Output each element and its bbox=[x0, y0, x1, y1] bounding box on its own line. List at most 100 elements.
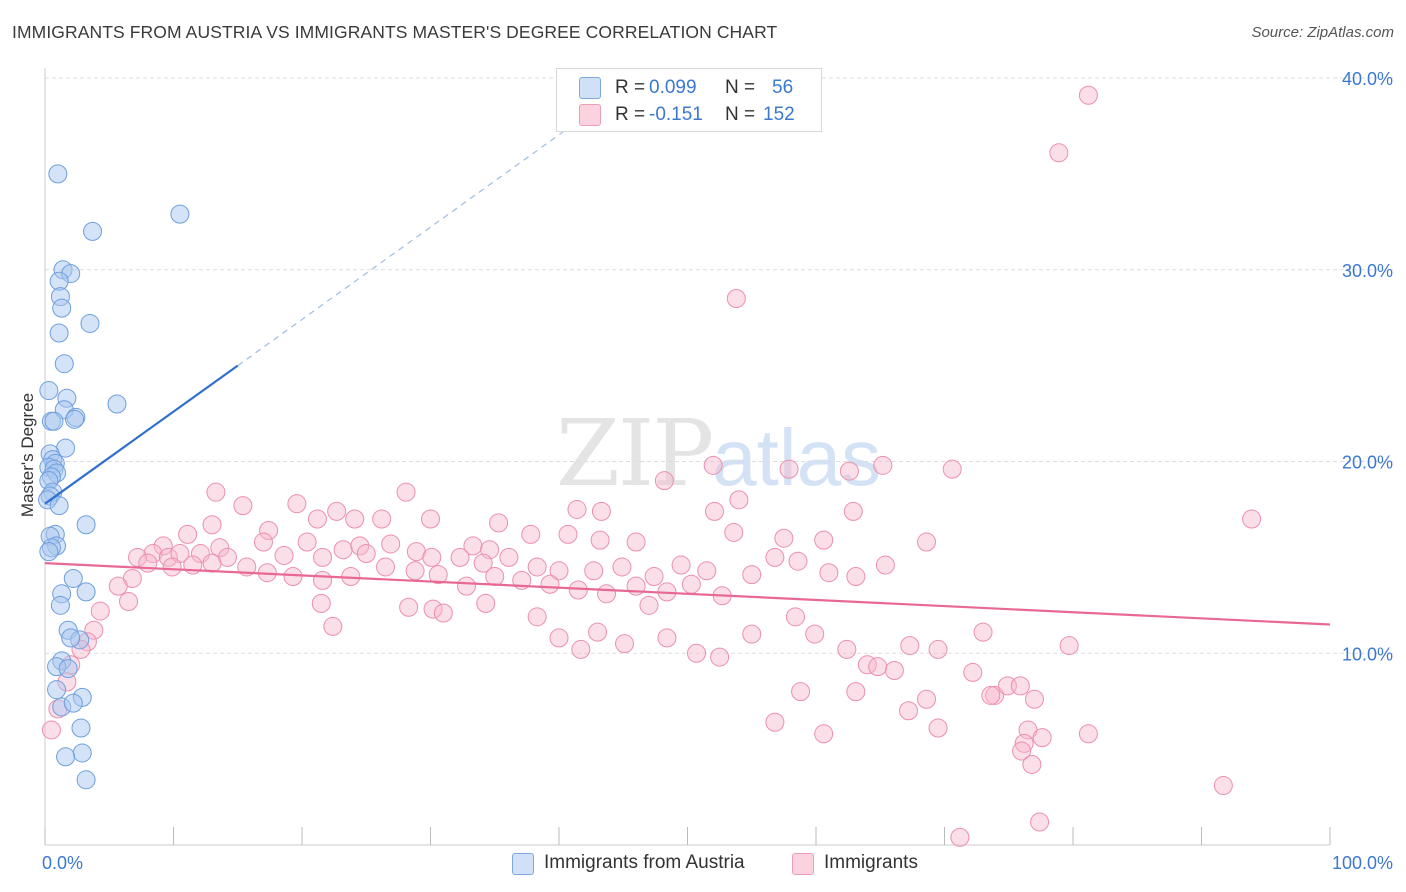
point-immigrants bbox=[313, 547, 333, 567]
watermark: ZIPatlas bbox=[556, 400, 881, 507]
point-immigrants bbox=[785, 607, 805, 627]
point-immigrants bbox=[681, 574, 701, 594]
point-immigrants bbox=[489, 513, 509, 533]
point-immigrants bbox=[1010, 676, 1030, 696]
point-immigrants bbox=[567, 499, 587, 519]
point-immigrants bbox=[703, 455, 723, 475]
point-austria bbox=[39, 381, 59, 401]
point-austria bbox=[50, 595, 70, 615]
point-immigrants bbox=[591, 501, 611, 521]
point-immigrants bbox=[742, 565, 762, 585]
point-immigrants bbox=[973, 622, 993, 642]
point-immigrants bbox=[837, 639, 857, 659]
point-austria bbox=[49, 496, 69, 516]
point-austria bbox=[63, 568, 83, 588]
point-immigrants bbox=[868, 657, 888, 677]
point-austria bbox=[107, 394, 127, 414]
point-immigrants bbox=[774, 528, 794, 548]
point-immigrants bbox=[521, 524, 541, 544]
point-immigrants bbox=[210, 538, 230, 558]
point-austria bbox=[71, 718, 91, 738]
point-immigrants bbox=[423, 599, 443, 619]
point-austria bbox=[39, 542, 59, 562]
point-immigrants bbox=[287, 494, 307, 514]
point-immigrants bbox=[396, 482, 416, 502]
point-immigrants bbox=[612, 557, 632, 577]
point-immigrants bbox=[274, 545, 294, 565]
point-immigrants bbox=[158, 547, 178, 567]
point-immigrants bbox=[843, 501, 863, 521]
point-austria bbox=[72, 743, 92, 763]
point-immigrants bbox=[476, 593, 496, 613]
y-tick-label: 20.0% bbox=[1342, 453, 1393, 473]
point-immigrants bbox=[819, 563, 839, 583]
point-immigrants bbox=[724, 522, 744, 542]
point-immigrants bbox=[345, 509, 365, 529]
point-immigrants bbox=[590, 530, 610, 550]
point-immigrants bbox=[1030, 812, 1050, 832]
point-immigrants bbox=[1242, 509, 1262, 529]
y-tick-label: 30.0% bbox=[1342, 261, 1393, 281]
point-immigrants bbox=[259, 521, 279, 541]
point-immigrants bbox=[873, 455, 893, 475]
point-immigrants bbox=[327, 501, 347, 521]
point-immigrants bbox=[791, 682, 811, 702]
point-immigrants bbox=[549, 561, 569, 581]
point-immigrants bbox=[1213, 776, 1233, 796]
trend-lines bbox=[44, 364, 1331, 626]
point-immigrants bbox=[421, 509, 440, 529]
point-immigrants bbox=[311, 593, 331, 613]
point-immigrants bbox=[644, 567, 664, 587]
point-immigrants bbox=[119, 591, 139, 611]
point-immigrants bbox=[1049, 143, 1069, 163]
point-immigrants bbox=[307, 509, 327, 529]
point-immigrants bbox=[697, 561, 717, 581]
point-immigrants bbox=[1022, 754, 1042, 774]
point-austria bbox=[56, 747, 76, 767]
point-immigrants bbox=[333, 540, 353, 560]
point-immigrants bbox=[206, 482, 226, 502]
point-immigrants bbox=[900, 636, 920, 656]
point-immigrants bbox=[654, 471, 674, 491]
point-immigrants bbox=[571, 639, 591, 659]
point-austria bbox=[54, 354, 74, 374]
point-immigrants bbox=[41, 720, 61, 740]
point-immigrants bbox=[450, 547, 470, 567]
point-immigrants bbox=[313, 570, 333, 590]
legend-n-value: 152 bbox=[763, 104, 795, 125]
point-immigrants bbox=[297, 532, 317, 552]
source-credit: Source: ZipAtlas.com bbox=[1251, 24, 1394, 41]
point-immigrants bbox=[1059, 636, 1079, 656]
trend-austria bbox=[44, 364, 239, 505]
trend-immigrants bbox=[44, 562, 1331, 626]
legend-n-label: N = bbox=[725, 77, 756, 98]
point-immigrants bbox=[540, 574, 560, 594]
x-tick-label: 100.0% bbox=[1332, 853, 1393, 873]
point-immigrants bbox=[428, 565, 448, 585]
point-immigrants bbox=[399, 597, 419, 617]
bottom-legend-label: Immigrants from Austria bbox=[544, 852, 745, 873]
bottom-legend-swatch-blue bbox=[512, 853, 534, 875]
point-immigrants bbox=[981, 685, 1001, 705]
point-immigrants bbox=[527, 557, 547, 577]
legend-swatch-pink bbox=[579, 104, 601, 126]
y-axis-label: Master's Degree bbox=[18, 393, 37, 517]
point-austria bbox=[52, 298, 72, 318]
point-immigrants bbox=[1014, 733, 1034, 753]
point-immigrants bbox=[788, 551, 808, 571]
point-immigrants bbox=[917, 689, 937, 709]
point-immigrants bbox=[917, 532, 937, 552]
trend-austria-extension bbox=[237, 115, 586, 367]
point-immigrants bbox=[846, 682, 866, 702]
point-immigrants bbox=[584, 561, 604, 581]
point-immigrants bbox=[527, 607, 547, 627]
legend-swatch-blue bbox=[579, 77, 601, 99]
legend-r-value: 0.099 bbox=[649, 77, 697, 98]
point-immigrants bbox=[499, 547, 519, 567]
point-immigrants bbox=[372, 509, 392, 529]
legend-n-value: 56 bbox=[772, 77, 794, 98]
point-immigrants bbox=[162, 557, 182, 577]
point-immigrants bbox=[615, 634, 635, 654]
point-immigrants bbox=[657, 628, 677, 648]
